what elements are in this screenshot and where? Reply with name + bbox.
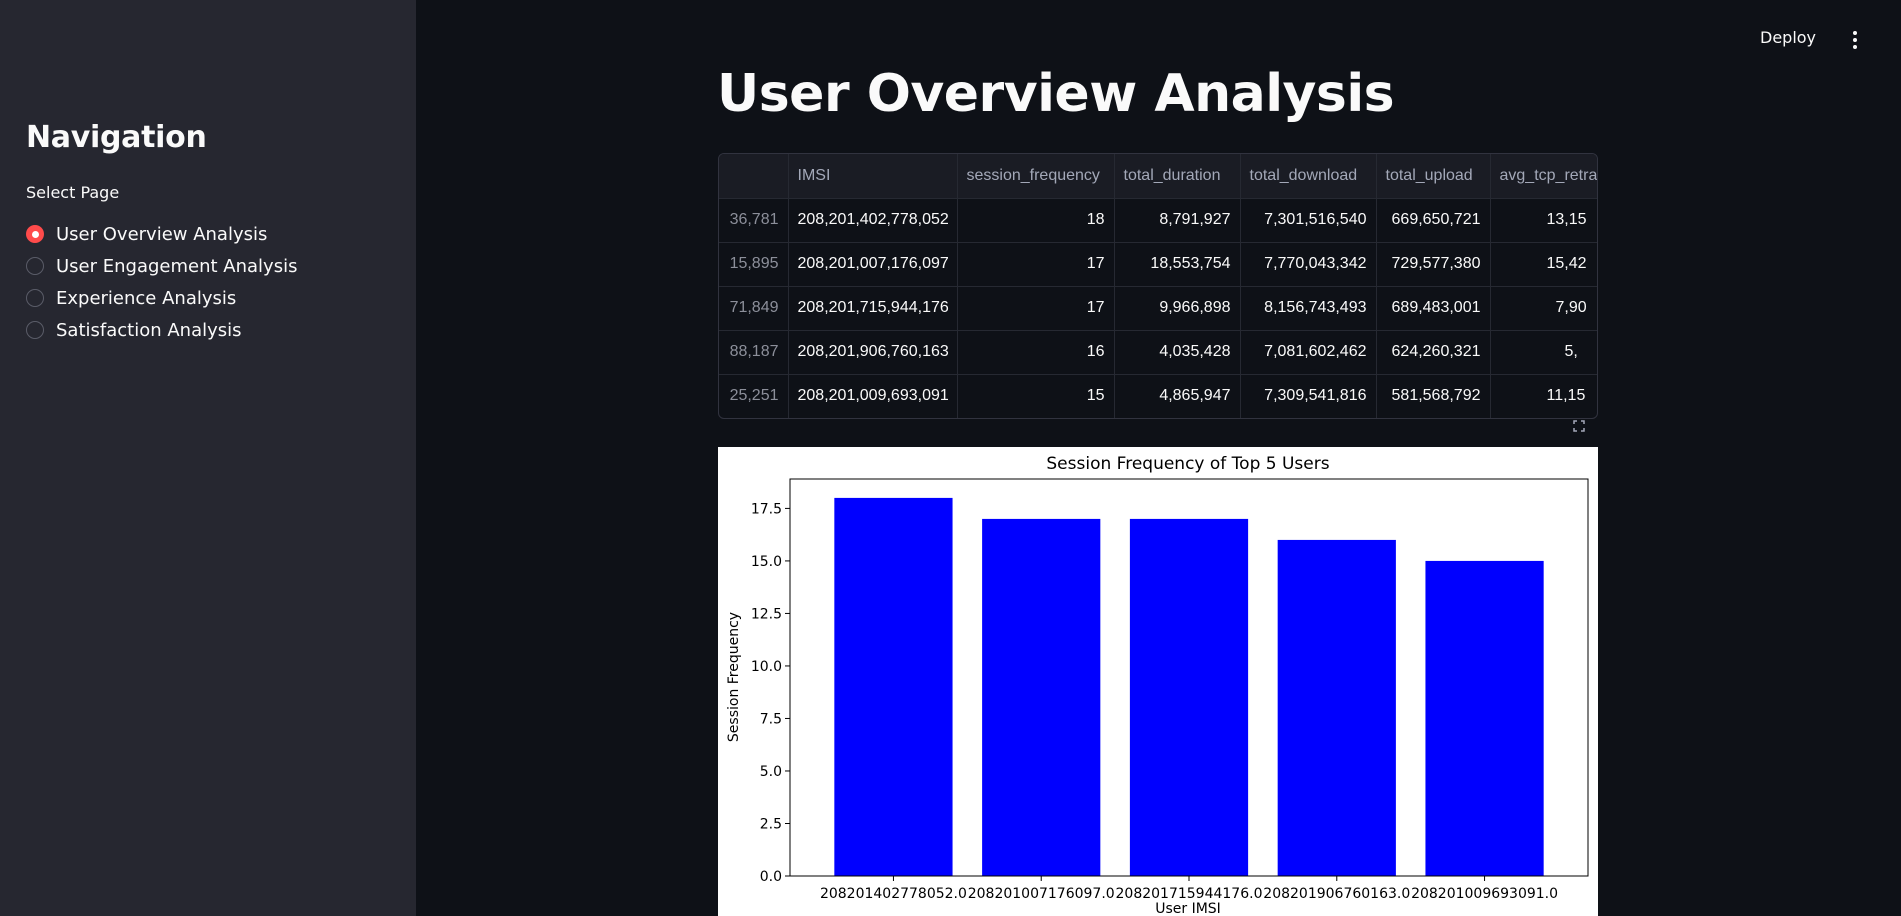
y-tick-label: 5.0 — [760, 764, 782, 780]
y-tick-label: 2.5 — [760, 816, 782, 832]
y-tick-label: 12.5 — [751, 606, 782, 622]
radio-label[interactable]: Satisfaction Analysis — [56, 319, 242, 341]
bar-chart: Session Frequency of Top 5 Users 0.0 2.5 5… — [718, 447, 1598, 916]
chart-svg: Session Frequency of Top 5 Users 0.0 2.5 5… — [726, 454, 1589, 916]
table-cell[interactable]: 8,791,927 — [1114, 198, 1241, 243]
radio-unselected-icon[interactable] — [26, 289, 44, 307]
radio-experience[interactable]: Experience Analysis — [26, 282, 297, 314]
radio-satisfaction[interactable]: Satisfaction Analysis — [26, 314, 297, 346]
table-row: 15,895 208,201,007,176,097 17 18,553,754… — [719, 242, 1597, 287]
radio-label[interactable]: Experience Analysis — [56, 287, 237, 309]
row-index-cell[interactable]: 36,781 — [719, 198, 789, 243]
row-index-cell[interactable]: 88,187 — [719, 330, 789, 375]
bar-4 — [1277, 539, 1396, 876]
table-cell[interactable]: 7,309,541,816 — [1240, 374, 1377, 418]
table-cell[interactable]: 5, — [1490, 330, 1597, 375]
column-header-total-upload[interactable]: total_upload — [1376, 154, 1491, 199]
bar-1 — [834, 497, 953, 876]
table-cell[interactable]: 669,650,721 — [1376, 198, 1491, 243]
table-cell[interactable]: 208,201,009,693,091 — [788, 374, 958, 418]
column-header-imsi[interactable]: IMSI — [788, 154, 958, 199]
y-tick-label: 0.0 — [760, 869, 782, 885]
table-cell[interactable]: 7,081,602,462 — [1240, 330, 1377, 375]
y-tick-label: 17.5 — [751, 501, 782, 517]
table-cell[interactable]: 16 — [957, 330, 1115, 375]
table-cell[interactable]: 18 — [957, 198, 1115, 243]
radio-user-overview[interactable]: User Overview Analysis — [26, 218, 297, 250]
table-cell[interactable]: 208,201,007,176,097 — [788, 242, 958, 287]
x-tick-label: 208201007176097.0 — [968, 886, 1115, 902]
kebab-menu-icon[interactable] — [1852, 31, 1858, 52]
table-cell[interactable]: 208,201,906,760,163 — [788, 330, 958, 375]
bar-5 — [1425, 560, 1544, 876]
bar-3 — [1129, 518, 1249, 876]
table-cell[interactable]: 8,156,743,493 — [1240, 286, 1377, 331]
column-header-index[interactable] — [719, 154, 789, 199]
table-cell[interactable]: 624,260,321 — [1376, 330, 1491, 375]
sidebar: Navigation Select Page User Overview Ana… — [0, 0, 416, 916]
y-tick-label: 7.5 — [760, 711, 782, 727]
column-header-session-frequency[interactable]: session_frequency — [957, 154, 1115, 199]
table-row: 36,781 208,201,402,778,052 18 8,791,927 … — [719, 198, 1597, 243]
data-table[interactable]: IMSI session_frequency total_duration to… — [718, 153, 1598, 419]
bar-2 — [982, 518, 1101, 876]
table-row: 88,187 208,201,906,760,163 16 4,035,428 … — [719, 330, 1597, 375]
table-cell[interactable]: 7,301,516,540 — [1240, 198, 1377, 243]
fullscreen-icon[interactable] — [1573, 420, 1585, 432]
table-cell[interactable]: 11,15 — [1490, 374, 1597, 418]
x-tick-label: 208201009693091.0 — [1411, 886, 1558, 902]
x-tick-label: 208201906760163.0 — [1263, 886, 1410, 902]
radio-selected-icon[interactable] — [26, 225, 44, 243]
column-header-total-download[interactable]: total_download — [1240, 154, 1377, 199]
table-row: 71,849 208,201,715,944,176 17 9,966,898 … — [719, 286, 1597, 331]
radio-label[interactable]: User Overview Analysis — [56, 223, 268, 245]
table-row: 25,251 208,201,009,693,091 15 4,865,947 … — [719, 374, 1597, 418]
radio-user-engagement[interactable]: User Engagement Analysis — [26, 250, 297, 282]
table-cell[interactable]: 7,770,043,342 — [1240, 242, 1377, 287]
table-cell[interactable]: 729,577,380 — [1376, 242, 1491, 287]
column-header-total-duration[interactable]: total_duration — [1114, 154, 1241, 199]
table-cell[interactable]: 689,483,001 — [1376, 286, 1491, 331]
y-axis-label: Session Frequency — [726, 612, 742, 742]
table-cell[interactable]: 17 — [957, 286, 1115, 331]
table-cell[interactable]: 208,201,715,944,176 — [788, 286, 958, 331]
page-title: User Overview Analysis — [717, 64, 1395, 124]
sidebar-title: Navigation — [26, 120, 207, 155]
row-index-cell[interactable]: 15,895 — [719, 242, 789, 287]
row-index-cell[interactable]: 71,849 — [719, 286, 789, 331]
table-cell[interactable]: 17 — [957, 242, 1115, 287]
x-tick-label: 208201715944176.0 — [1116, 886, 1263, 902]
radio-label[interactable]: User Engagement Analysis — [56, 255, 298, 277]
select-page-label: Select Page — [26, 183, 120, 202]
table-header-row: IMSI session_frequency total_duration to… — [719, 154, 1597, 199]
table-cell[interactable]: 15,42 — [1490, 242, 1597, 287]
column-header-avg-tcp[interactable]: avg_tcp_retra — [1490, 154, 1597, 199]
table-cell[interactable]: 18,553,754 — [1114, 242, 1241, 287]
x-tick-label: 208201402778052.0 — [820, 886, 967, 902]
y-tick-label: 10.0 — [751, 659, 782, 675]
radio-unselected-icon[interactable] — [26, 257, 44, 275]
table-cell[interactable]: 4,035,428 — [1114, 330, 1241, 375]
y-tick-label: 15.0 — [751, 554, 782, 570]
table-cell[interactable]: 208,201,402,778,052 — [788, 198, 958, 243]
table-cell[interactable]: 9,966,898 — [1114, 286, 1241, 331]
table-cell[interactable]: 581,568,792 — [1376, 374, 1491, 418]
table-cell[interactable]: 4,865,947 — [1114, 374, 1241, 418]
chart-title: Session Frequency of Top 5 Users — [1046, 454, 1329, 474]
row-index-cell[interactable]: 25,251 — [719, 374, 789, 418]
radio-unselected-icon[interactable] — [26, 321, 44, 339]
deploy-button[interactable]: Deploy — [1760, 28, 1817, 47]
table-cell[interactable]: 7,90 — [1490, 286, 1597, 331]
page-radio-group: User Overview Analysis User Engagement A… — [26, 218, 297, 346]
plot-frame — [789, 478, 1589, 877]
x-axis-label: User IMSI — [1155, 901, 1221, 916]
table-cell[interactable]: 15 — [957, 374, 1115, 418]
table-cell[interactable]: 13,15 — [1490, 198, 1597, 243]
